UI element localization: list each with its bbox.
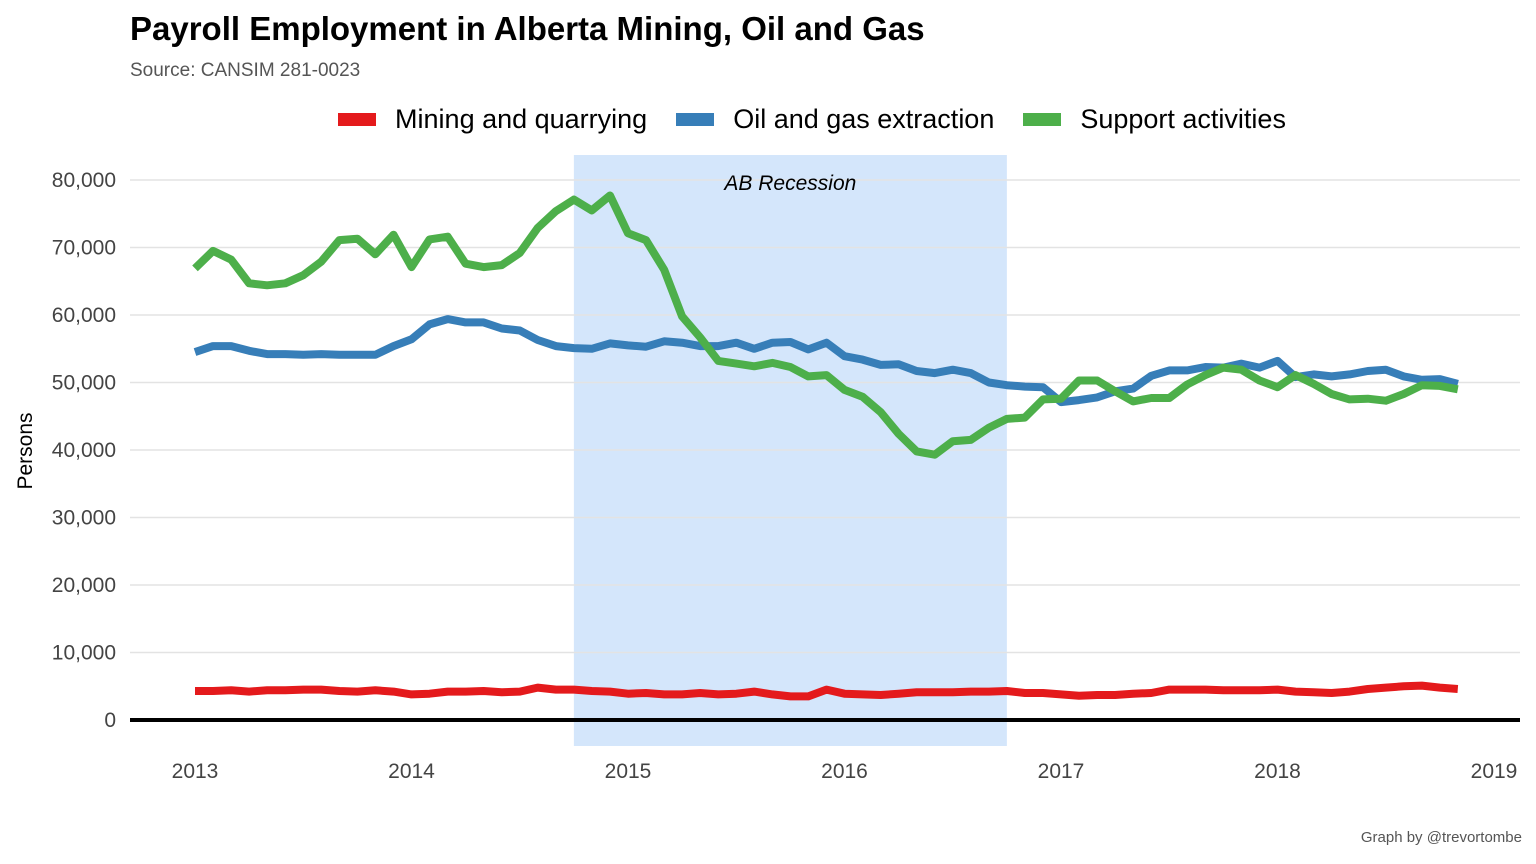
legend-item-mining: Mining and quarrying (338, 104, 647, 135)
series-line-oil-and-gas-extraction (193, 315, 1459, 407)
chart-subtitle: Source: CANSIM 281-0023 (130, 60, 361, 81)
y-tick-label: 50,000 (52, 372, 116, 395)
series-line-mining-and-quarrying (195, 681, 1459, 701)
y-tick-label: 60,000 (52, 304, 116, 327)
y-tick-label: 30,000 (52, 507, 116, 530)
y-tick-label: 40,000 (52, 439, 116, 462)
y-tick-label: 10,000 (52, 642, 116, 665)
x-tick-label: 2014 (388, 760, 435, 783)
legend-label-oil-gas: Oil and gas extraction (733, 104, 995, 134)
x-tick-label: 2016 (821, 760, 868, 783)
legend-label-mining: Mining and quarrying (395, 104, 648, 134)
x-axis-ticks: 2013 2014 2015 2016 2017 2018 2019 (172, 760, 1518, 783)
x-tick-label: 2019 (1471, 760, 1518, 783)
recession-annotation: AB Recession (722, 172, 856, 195)
y-tick-label: 70,000 (52, 237, 116, 260)
y-tick-label: 80,000 (52, 169, 116, 192)
legend-swatch-oil-gas (676, 113, 715, 126)
legend-label-support: Support activities (1080, 104, 1286, 134)
x-tick-label: 2015 (605, 760, 652, 783)
chart-caption: Graph by @trevortombe (1360, 829, 1522, 846)
y-axis-ticks: 0 10,000 20,000 30,000 40,000 50,000 60,000 70,… (52, 169, 116, 732)
series-line-support-activities (192, 191, 1459, 459)
legend-item-support: Support activities (1023, 104, 1286, 135)
y-tick-label: 20,000 (52, 574, 116, 597)
y-axis-label: Persons (14, 412, 37, 489)
x-tick-label: 2017 (1038, 760, 1085, 783)
chart-title: Payroll Employment in Alberta Mining, Oi… (130, 10, 925, 47)
y-tick-label: 0 (104, 709, 116, 732)
x-tick-label: 2013 (172, 760, 219, 783)
series-lines (192, 191, 1459, 701)
x-tick-label: 2018 (1254, 760, 1301, 783)
legend-swatch-mining (338, 113, 377, 126)
legend-item-oil-gas: Oil and gas extraction (676, 104, 994, 135)
legend-swatch-support (1023, 113, 1062, 126)
chart-legend: Mining and quarrying Oil and gas extract… (0, 104, 1536, 135)
